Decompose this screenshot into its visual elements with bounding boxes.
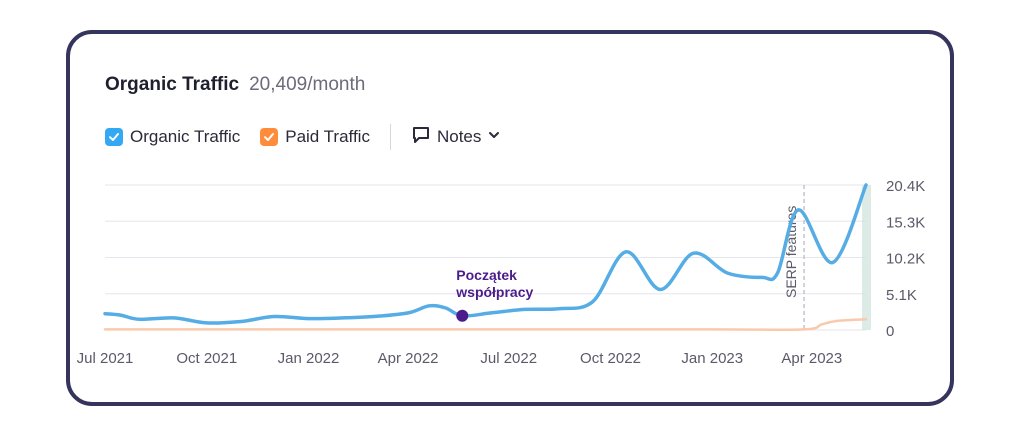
y-tick-label: 10.2K (886, 251, 925, 268)
annotation-label-line1: Początek (456, 267, 517, 283)
x-tick-label: Oct 2022 (580, 350, 641, 367)
y-tick-label: 20.4K (886, 178, 925, 195)
legend-label-organic: Organic Traffic (130, 127, 241, 146)
checkbox-checked-icon[interactable] (105, 128, 123, 146)
x-tick-label: Oct 2021 (176, 350, 237, 367)
x-tick-label: Jul 2022 (480, 350, 537, 367)
legend-label-paid: Paid Traffic (285, 127, 370, 146)
x-tick-label: Jan 2022 (278, 350, 340, 367)
checkbox-checked-icon[interactable] (260, 128, 279, 146)
serp-features-label: SERP features (783, 206, 799, 298)
traffic-metric: 20,409/month (249, 74, 366, 95)
y-tick-label: 15.3K (886, 214, 925, 231)
chevron-down-icon (487, 128, 501, 147)
comment-icon (411, 125, 431, 150)
legend-bar: Organic Traffic Paid Traffic Notes (105, 124, 501, 150)
chart-header: Organic Traffic 20,409/month (105, 74, 365, 96)
cooperation-start-marker (456, 309, 469, 322)
annotation-label-line2: współpracy (455, 284, 533, 300)
x-tick-label: Apr 2022 (378, 350, 439, 367)
y-tick-label: 0 (886, 323, 894, 340)
paid-traffic-line (103, 318, 868, 332)
x-tick-label: Jul 2021 (77, 350, 134, 367)
legend-organic-traffic[interactable]: Organic Traffic (105, 127, 240, 147)
current-period-band (862, 185, 871, 330)
notes-label: Notes (436, 127, 482, 146)
notes-dropdown[interactable]: Notes (411, 125, 501, 150)
organic-traffic-line (103, 183, 868, 325)
x-tick-label: Jan 2023 (681, 350, 743, 367)
legend-divider (389, 124, 391, 150)
x-tick-label: Apr 2023 (781, 350, 842, 367)
y-tick-label: 5.1K (886, 287, 917, 304)
legend-paid-traffic[interactable]: Paid Traffic (260, 127, 370, 147)
chart-title: Organic Traffic (105, 74, 240, 95)
